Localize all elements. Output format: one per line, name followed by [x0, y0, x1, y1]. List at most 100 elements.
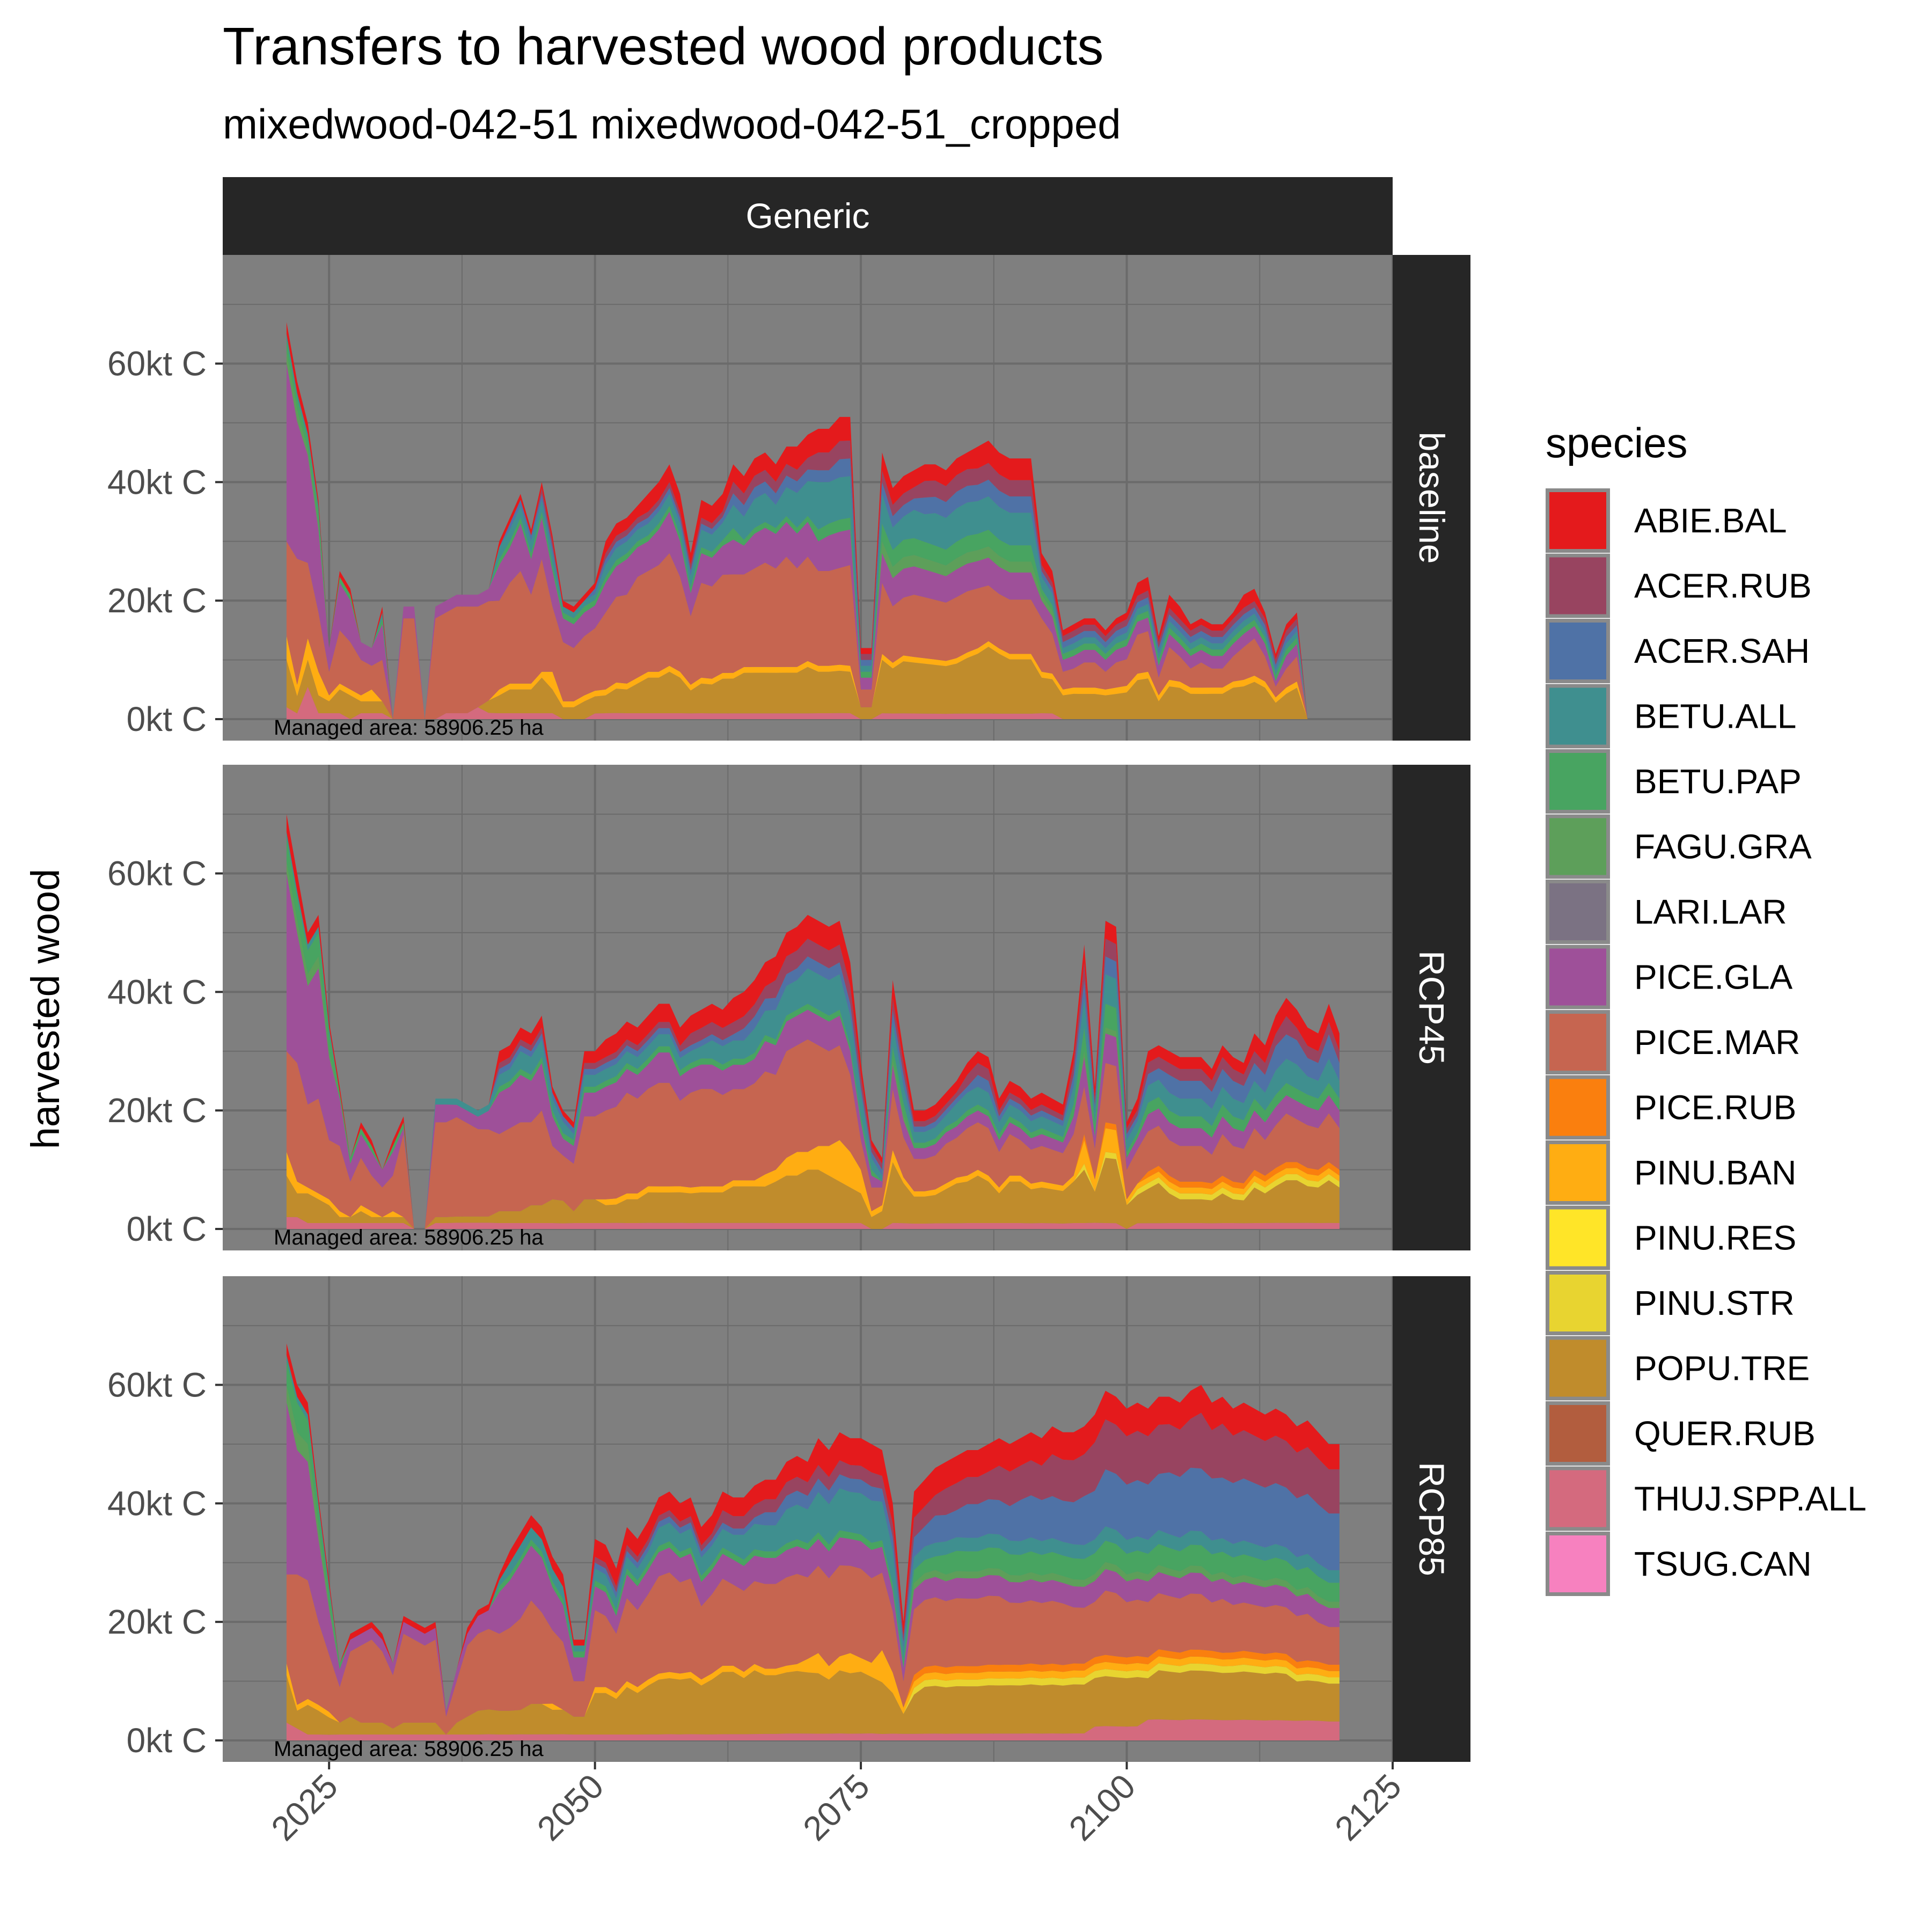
legend-label: FAGU.GRA [1634, 828, 1812, 866]
legend-swatch [1549, 948, 1606, 1006]
chart-subtitle: mixedwood-042-51 mixedwood-042-51_croppe… [223, 100, 1121, 148]
x-tick-label: 2075 [795, 1767, 877, 1848]
legend-swatch [1549, 818, 1606, 875]
y-tick-label: 60kt C [107, 1366, 207, 1404]
area-pice-gla [286, 363, 1340, 719]
area-popu-tre [286, 1158, 1340, 1229]
legend-item: PINU.RES [1546, 1205, 1796, 1270]
legend: ABIE.BAL ACER.RUB ACER.SAH BETU.ALL BETU.PAP… [1546, 488, 1867, 1596]
facet-row-strip [1393, 765, 1470, 1250]
facet-row-strip [1393, 255, 1470, 741]
stacked-areas [286, 322, 1340, 719]
facet-row-label: RCP45 [1412, 950, 1452, 1065]
area-pice-mar [286, 1039, 1340, 1229]
legend-swatch [1549, 557, 1606, 614]
y-tick-label: 60kt C [107, 345, 207, 383]
legend-item: PICE.RUB [1546, 1075, 1796, 1140]
facet-column-label: Generic [745, 196, 869, 236]
x-tick-label: 2100 [1062, 1767, 1143, 1848]
legend-item: ACER.RUB [1546, 553, 1812, 618]
legend-label: TSUG.CAN [1634, 1545, 1812, 1583]
legend-label: PICE.RUB [1634, 1088, 1796, 1127]
legend-label: LARI.LAR [1634, 892, 1787, 931]
legend-swatch [1549, 1014, 1606, 1071]
y-axis-label: harvested wood [23, 869, 68, 1149]
y-tick-label: 40kt C [107, 1484, 207, 1523]
y-tick-label: 40kt C [107, 463, 207, 501]
stacked-areas [286, 814, 1340, 1229]
legend-swatch [1549, 1275, 1606, 1331]
legend-label: ACER.SAH [1634, 632, 1810, 670]
panel-baseline: Managed area: 58906.25 ha baseline 0kt C 20… [107, 255, 1470, 741]
legend-item: PICE.MAR [1546, 1010, 1800, 1074]
area-thuj-spp-all [286, 1217, 1340, 1229]
area-pice-gla [286, 1402, 1340, 1717]
x-axis: 2025 2050 2075 2100 2125 [264, 1762, 1409, 1848]
area-pice-mar [286, 541, 1340, 719]
legend-label: PICE.GLA [1634, 958, 1793, 997]
facet-row-label: RCP85 [1412, 1462, 1452, 1576]
legend-item: BETU.ALL [1546, 684, 1796, 749]
legend-swatch [1549, 1470, 1606, 1527]
legend-swatch [1549, 492, 1606, 549]
x-tick-label: 2050 [530, 1767, 611, 1848]
managed-area-annotation: Managed area: 58906.25 ha [274, 1737, 544, 1761]
legend-label: ACER.RUB [1634, 567, 1812, 605]
y-tick-label: 40kt C [107, 972, 207, 1011]
managed-area-annotation: Managed area: 58906.25 ha [274, 1226, 544, 1249]
legend-item: PICE.GLA [1546, 945, 1793, 1009]
legend-label: POPU.TRE [1634, 1349, 1810, 1388]
area-pice-mar [286, 1565, 1340, 1735]
legend-swatch [1549, 1079, 1606, 1136]
area-thuj-spp-all [286, 1719, 1340, 1740]
chart-title: Transfers to harvested wood products [223, 17, 1103, 76]
legend-swatch [1549, 753, 1606, 810]
legend-item: BETU.PAP [1546, 749, 1802, 814]
panel-RCP85: Managed area: 58906.25 ha RCP85 0kt C 20kt … [107, 1276, 1470, 1762]
legend-swatch [1549, 1209, 1606, 1267]
area-pinu-str [286, 1663, 1340, 1735]
area-acer-sah [286, 1355, 1340, 1711]
legend-item: POPU.TRE [1546, 1336, 1810, 1401]
facet-row-strip [1393, 1276, 1470, 1762]
legend-label: PINU.RES [1634, 1219, 1796, 1257]
legend-label: BETU.ALL [1634, 697, 1796, 736]
legend-item: ACER.SAH [1546, 619, 1810, 683]
legend-swatch [1549, 1144, 1606, 1201]
managed-area-annotation: Managed area: 58906.25 ha [274, 716, 544, 740]
legend-item: LARI.LAR [1546, 880, 1787, 944]
y-tick-label: 0kt C [127, 700, 207, 738]
area-pice-rub [286, 1649, 1340, 1735]
legend-item: THUJ.SPP.ALL [1546, 1466, 1867, 1531]
area-betu-pap [286, 340, 1340, 719]
stacked-areas [286, 1343, 1340, 1740]
legend-swatch [1549, 1535, 1606, 1592]
x-tick-label: 2025 [264, 1767, 345, 1848]
legend-swatch [1549, 883, 1606, 940]
y-tick-label: 60kt C [107, 854, 207, 893]
area-pinu-ban [286, 1650, 1340, 1735]
legend-label: PINU.STR [1634, 1284, 1795, 1322]
legend-title: species [1546, 419, 1687, 466]
legend-label: PICE.MAR [1634, 1023, 1800, 1062]
legend-label: QUER.RUB [1634, 1414, 1816, 1453]
facet-row-label: baseline [1412, 432, 1452, 564]
legend-item: FAGU.GRA [1546, 814, 1812, 879]
y-tick-label: 20kt C [107, 581, 207, 620]
panel-RCP45: Managed area: 58906.25 ha RCP45 0kt C 20kt … [107, 765, 1470, 1250]
legend-item: ABIE.BAL [1546, 488, 1787, 553]
legend-label: PINU.BAN [1634, 1153, 1796, 1192]
legend-swatch [1549, 1405, 1606, 1462]
y-tick-label: 20kt C [107, 1602, 207, 1641]
y-tick-label: 0kt C [127, 1210, 207, 1248]
legend-swatch [1549, 623, 1606, 679]
panels-group: Managed area: 58906.25 ha baseline 0kt C 20… [107, 255, 1470, 1762]
x-tick-label: 2125 [1327, 1767, 1409, 1848]
legend-item: TSUG.CAN [1546, 1532, 1812, 1596]
facet-column-strip [223, 177, 1393, 255]
legend-item: QUER.RUB [1546, 1401, 1816, 1466]
area-abie-bal [286, 1343, 1340, 1711]
area-betu-all [286, 1355, 1340, 1711]
legend-swatch [1549, 1340, 1606, 1397]
